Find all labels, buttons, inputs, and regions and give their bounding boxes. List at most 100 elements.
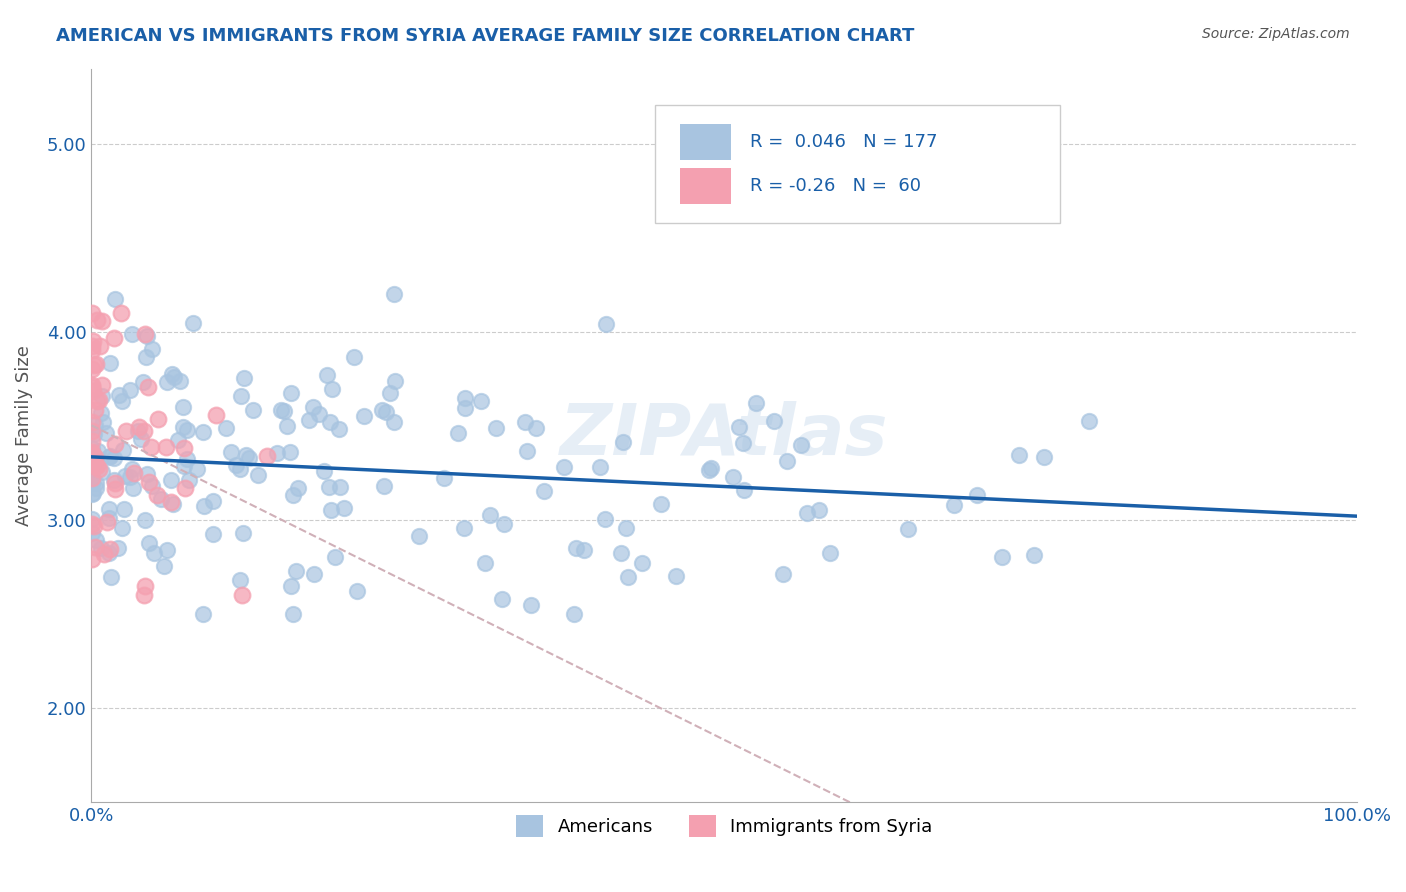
Point <box>454 392 477 406</box>
Point <box>595 317 617 331</box>
Point <box>745 396 768 410</box>
FancyBboxPatch shape <box>655 105 1060 223</box>
Point <box>333 501 356 516</box>
Point <box>132 375 155 389</box>
Text: R = -0.26   N =  60: R = -0.26 N = 60 <box>749 177 921 195</box>
Point <box>321 503 343 517</box>
Point <box>111 521 134 535</box>
Bar <box>681 124 731 161</box>
Point <box>572 543 595 558</box>
Point <box>302 566 325 581</box>
Point <box>127 424 149 438</box>
Point <box>169 374 191 388</box>
Point <box>87 392 110 407</box>
Point <box>991 550 1014 565</box>
Point <box>107 388 129 402</box>
Point <box>215 421 238 435</box>
Point <box>93 547 115 561</box>
Point <box>287 481 309 495</box>
Point <box>84 450 107 464</box>
Point <box>229 462 252 476</box>
Point <box>80 517 103 532</box>
Point <box>181 316 204 330</box>
Y-axis label: Average Family Size: Average Family Size <box>15 345 32 525</box>
Point <box>807 502 830 516</box>
Point <box>229 573 252 587</box>
Point <box>139 440 162 454</box>
Point <box>83 458 105 473</box>
Point <box>204 409 226 423</box>
Point <box>82 384 104 398</box>
Point <box>453 401 475 416</box>
Point <box>80 551 103 566</box>
Point <box>80 487 103 501</box>
Point <box>232 526 254 541</box>
Point <box>120 469 142 483</box>
Point <box>104 482 127 496</box>
Point <box>202 527 225 541</box>
Point <box>82 441 104 455</box>
Point <box>433 471 456 485</box>
Point <box>107 541 129 555</box>
Point <box>90 389 112 403</box>
Point <box>617 570 640 584</box>
Point <box>121 326 143 341</box>
Point <box>281 607 304 621</box>
Point <box>80 512 103 526</box>
Point <box>474 556 496 570</box>
Point <box>235 448 257 462</box>
Point <box>82 454 104 468</box>
Point <box>80 362 103 376</box>
Point <box>91 314 114 328</box>
Point <box>897 522 920 536</box>
Point <box>121 462 143 476</box>
Point <box>371 403 394 417</box>
Point <box>790 438 813 452</box>
Point <box>191 607 214 621</box>
Point <box>80 343 103 357</box>
Point <box>231 588 253 602</box>
Point <box>553 459 575 474</box>
Point <box>1008 448 1031 462</box>
Point <box>256 449 278 463</box>
Point <box>82 456 104 470</box>
Point <box>329 480 352 494</box>
Point <box>80 306 103 320</box>
Point <box>86 443 108 458</box>
Point <box>589 459 612 474</box>
Point <box>80 378 103 392</box>
Point <box>100 570 122 584</box>
Point <box>172 419 194 434</box>
Point <box>98 502 121 516</box>
Point <box>276 419 298 434</box>
Point <box>520 598 543 612</box>
Point <box>155 440 177 454</box>
Point <box>966 488 988 502</box>
Point <box>160 473 183 487</box>
Legend: Americans, Immigrants from Syria: Americans, Immigrants from Syria <box>509 808 939 845</box>
Point <box>193 499 215 513</box>
Point <box>152 558 174 573</box>
Point <box>122 466 145 480</box>
Point <box>80 471 103 485</box>
Point <box>156 543 179 558</box>
Point <box>98 449 121 463</box>
Point <box>145 488 167 502</box>
Point <box>513 415 536 429</box>
Point <box>80 469 103 483</box>
Point <box>225 458 247 472</box>
Point <box>82 485 104 500</box>
Point <box>86 394 108 409</box>
Point <box>135 467 157 482</box>
Point <box>112 501 135 516</box>
Point <box>118 384 141 398</box>
Point <box>83 358 105 372</box>
Point <box>160 495 183 509</box>
Point <box>697 462 720 476</box>
Point <box>1022 549 1045 563</box>
Point <box>89 339 111 353</box>
Point <box>114 424 136 438</box>
Point <box>346 583 368 598</box>
Point <box>485 421 508 435</box>
Point <box>129 432 152 446</box>
